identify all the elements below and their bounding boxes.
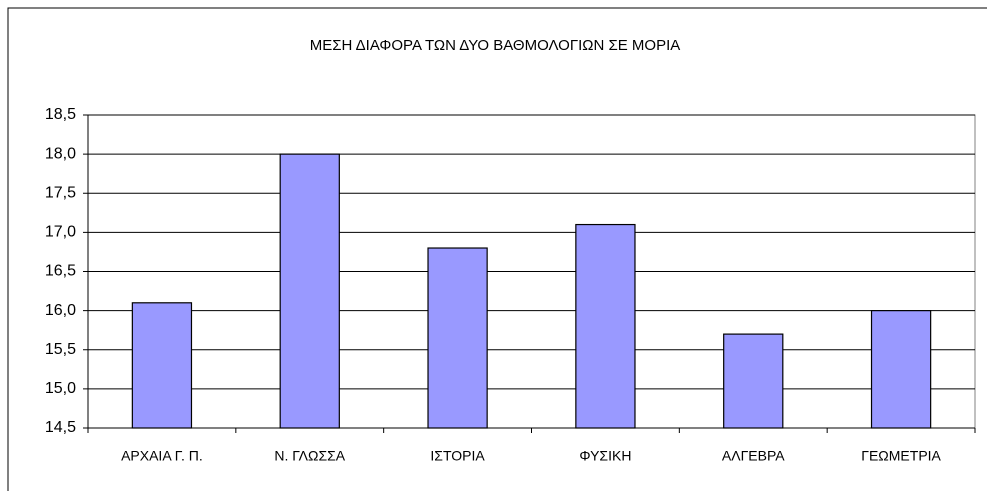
y-tick-label: 14,5	[45, 419, 76, 436]
bar	[870, 310, 932, 429]
bar	[427, 247, 488, 429]
x-tick-label: ΓΕΩΜΕΤΡΙΑ	[861, 448, 941, 464]
y-tick-label: 17,5	[45, 184, 76, 201]
y-tick-label: 18,5	[45, 106, 76, 123]
y-tick-label: 16,0	[45, 302, 76, 319]
y-tick-label: 18,0	[45, 145, 76, 162]
x-tick-label: ΙΣΤΟΡΙΑ	[430, 448, 485, 464]
y-tick-label: 16,5	[45, 263, 76, 280]
bar	[131, 302, 193, 429]
y-tick-label: 15,0	[45, 380, 76, 397]
bar	[575, 223, 636, 429]
x-tick-label: ΦΥΣΙΚΗ	[579, 448, 631, 464]
x-tick-label: Ν. ΓΛΩΣΣΑ	[274, 448, 345, 464]
y-tick-label: 17,0	[45, 224, 76, 241]
x-tick-label: ΑΡΧΑΙΑ Γ. Π.	[121, 448, 203, 464]
chart-title: ΜΕΣΗ ΔΙΑΦΟΡΑ ΤΩΝ ΔΥΟ ΒΑΘΜΟΛΟΓΙΩΝ ΣΕ ΜΟΡΙ…	[310, 37, 681, 54]
bar	[723, 333, 784, 429]
x-tick-label: ΑΛΓΕΒΡΑ	[722, 448, 785, 464]
y-tick-label: 15,5	[45, 341, 76, 358]
bar	[279, 153, 340, 429]
